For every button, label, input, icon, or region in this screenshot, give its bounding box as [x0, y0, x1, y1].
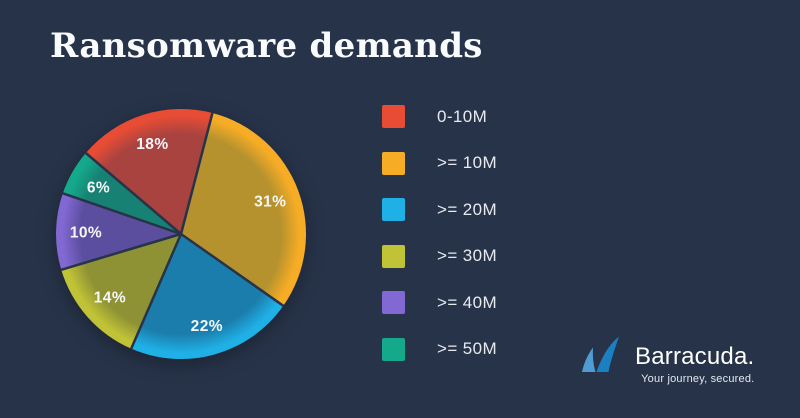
legend-swatch — [382, 198, 405, 221]
pie-slice-divider — [179, 112, 214, 235]
pie-slice-divider — [180, 232, 285, 307]
barracuda-fins-icon — [582, 336, 619, 372]
pie-chart: 18% 31% 22% 14% 10% 6% — [56, 108, 307, 360]
legend-label: >= 40M — [437, 292, 498, 312]
pie-slice--20M — [131, 234, 284, 360]
pie-slice-value: 6% — [87, 179, 110, 196]
pie-slice--10M — [181, 113, 307, 306]
barracuda-wordmark: Barracuda. — [635, 343, 755, 370]
legend-item: >= 40M — [382, 291, 497, 314]
barracuda-logo: Barracuda. Your journey, secured. — [580, 334, 754, 385]
pie-slice-divider — [60, 232, 182, 271]
pie-slice-value: 22% — [191, 318, 223, 335]
pie-slice--30M — [61, 234, 182, 349]
legend-item: >= 10M — [382, 151, 498, 175]
legend-label: >= 20M — [437, 199, 498, 219]
pie-slice--40M — [56, 193, 181, 270]
legend-label: >= 10M — [437, 153, 498, 172]
pie-slice-value: 14% — [94, 290, 126, 307]
legend-item: >= 20M — [382, 198, 497, 221]
legend-label: >= 50M — [437, 339, 498, 358]
pie-slice-value: 10% — [70, 225, 102, 242]
legend-swatch — [382, 291, 405, 314]
pie-slice-0-10M — [85, 108, 213, 234]
legend-swatch — [382, 337, 405, 361]
chart-legend: 0-10M >= 10M >= 20M >= 30M >= 40M >= 50M — [382, 105, 497, 361]
pie-slice-divider — [84, 152, 182, 235]
page-title: Ransomware demands — [50, 26, 483, 66]
legend-item: >= 50M — [382, 337, 498, 361]
pie-slice-divider — [62, 192, 182, 236]
legend-swatch — [382, 151, 405, 175]
legend-item: 0-10M — [382, 105, 497, 128]
pie-slice-value: 31% — [254, 194, 286, 211]
barracuda-tagline: Your journey, secured. — [641, 373, 755, 385]
legend-label: >= 30M — [437, 246, 498, 265]
legend-item: >= 30M — [382, 244, 498, 268]
pie-slice-divider — [130, 233, 183, 350]
legend-swatch — [382, 105, 405, 128]
legend-label: 0-10M — [437, 106, 488, 126]
legend-swatch — [382, 244, 405, 268]
pie-slice-value: 18% — [136, 136, 168, 153]
pie-slice--50M — [62, 152, 181, 234]
